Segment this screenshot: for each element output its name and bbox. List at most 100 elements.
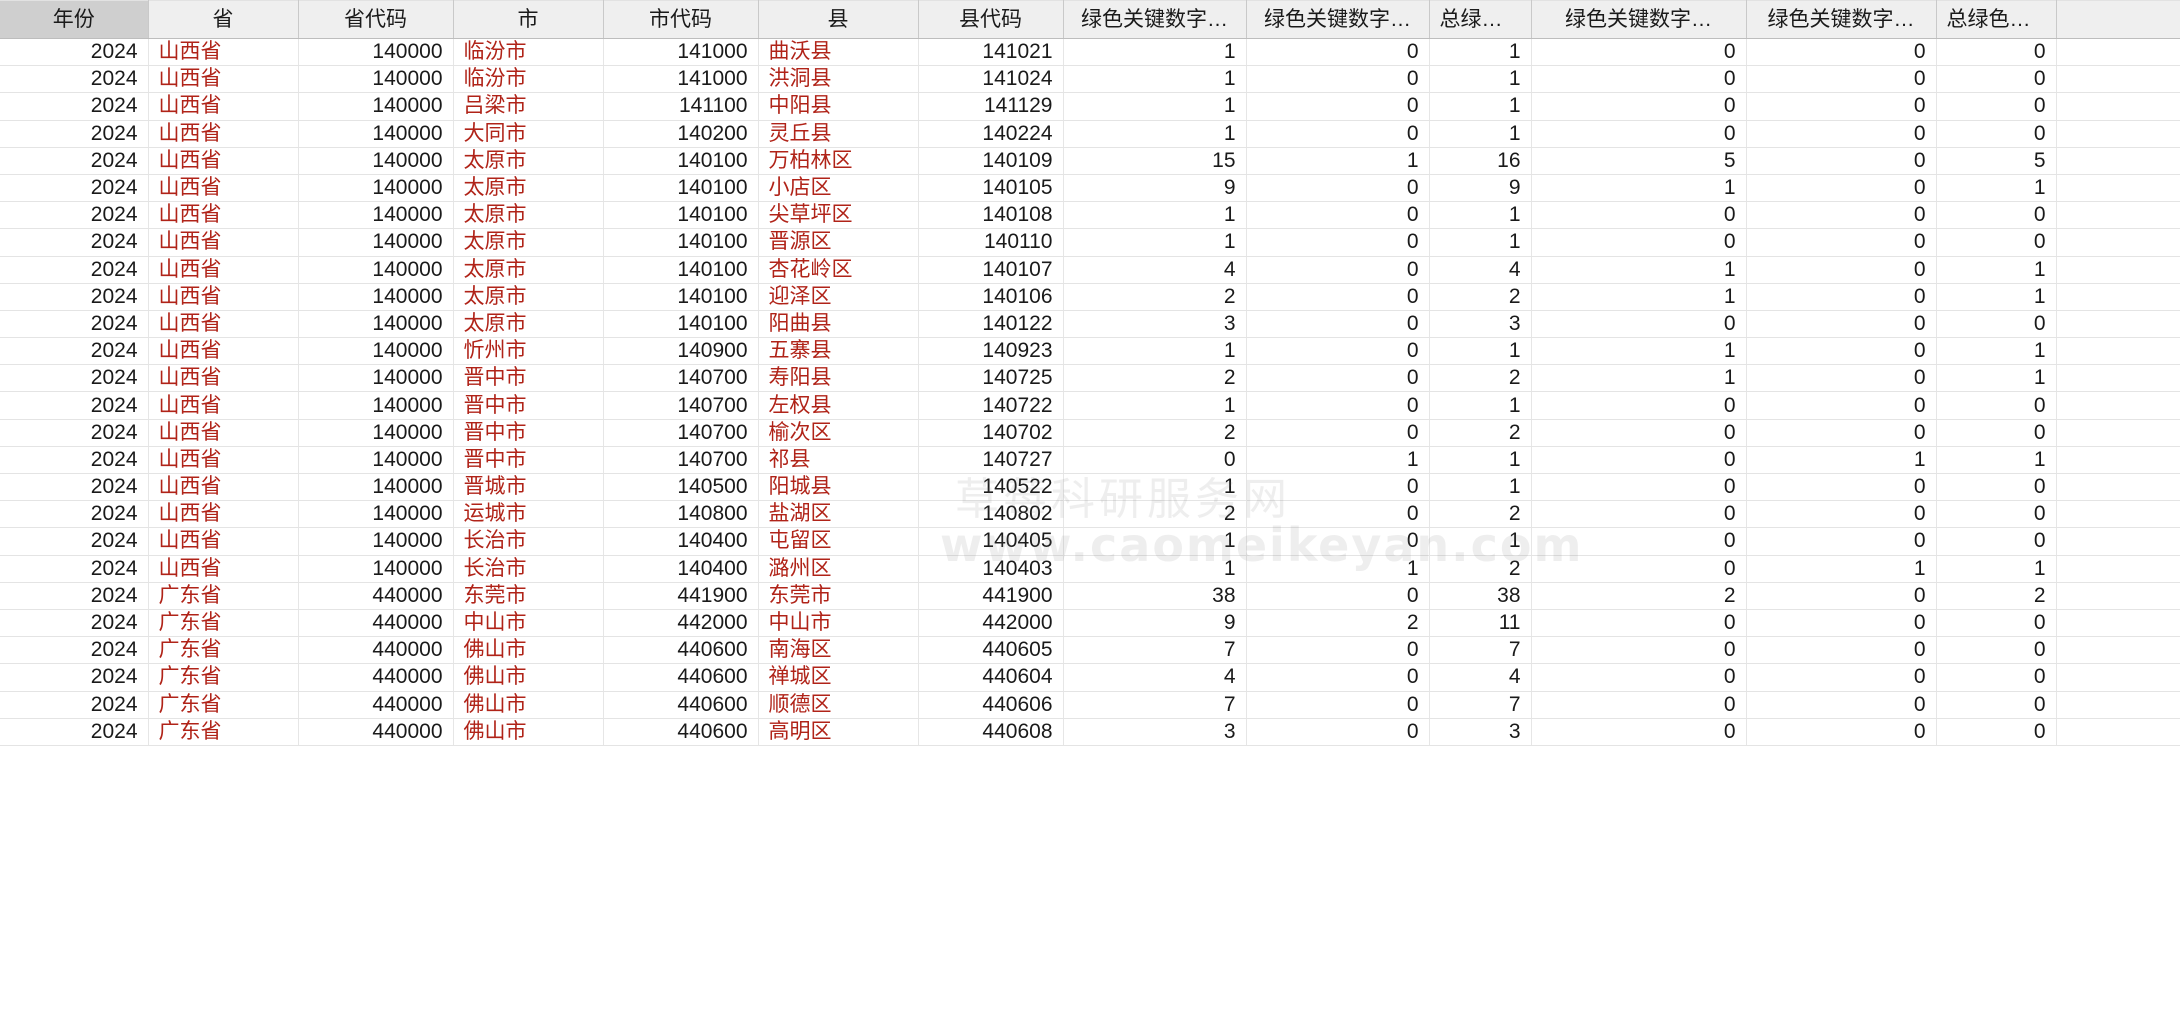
cell-city[interactable]: 太原市: [453, 174, 604, 203]
cell-n3[interactable]: 7: [1429, 691, 1532, 719]
cell-city_code[interactable]: 141000: [603, 38, 759, 67]
cell-n4[interactable]: 0: [1531, 92, 1747, 121]
cell-city[interactable]: 中山市: [453, 609, 604, 638]
cell-n1[interactable]: 3: [1063, 718, 1247, 746]
cell-city[interactable]: 临汾市: [453, 38, 604, 67]
cell-city[interactable]: 太原市: [453, 228, 604, 257]
cell-n5[interactable]: 0: [1746, 38, 1937, 67]
cell-n5[interactable]: 0: [1746, 92, 1937, 121]
cell-n5[interactable]: 0: [1746, 582, 1937, 610]
cell-prov_code[interactable]: 140000: [298, 391, 454, 420]
cell-n6[interactable]: 0: [1936, 527, 2057, 556]
cell-county[interactable]: 祁县: [758, 446, 919, 475]
cell-county_code[interactable]: 140405: [918, 527, 1064, 556]
cell-province[interactable]: 广东省: [148, 663, 299, 692]
cell-n4[interactable]: 0: [1531, 691, 1747, 719]
cell-n6[interactable]: 0: [1936, 120, 2057, 148]
cell-county_code[interactable]: 141024: [918, 65, 1064, 94]
cell-province[interactable]: 广东省: [148, 582, 299, 610]
cell-n5[interactable]: 0: [1746, 473, 1937, 502]
table-row[interactable]: 2024 山西省 140000 太原市 140100 迎泽区 140106 2 0 2 1 0 1: [0, 283, 2180, 311]
cell-county_code[interactable]: 140802: [918, 500, 1064, 529]
cell-year[interactable]: 2024: [0, 92, 149, 121]
cell-n1[interactable]: 4: [1063, 663, 1247, 692]
cell-n6[interactable]: 0: [1936, 92, 2057, 121]
cell-n3[interactable]: 1: [1429, 337, 1532, 366]
cell-n3[interactable]: 1: [1429, 473, 1532, 502]
cell-county[interactable]: 中山市: [758, 609, 919, 638]
table-row[interactable]: 2024 山西省 140000 太原市 140100 阳曲县 140122 3 0 3 0 0 0: [0, 310, 2180, 339]
cell-n2[interactable]: 0: [1246, 582, 1430, 610]
cell-county[interactable]: 屯留区: [758, 527, 919, 556]
cell-n4[interactable]: 0: [1531, 120, 1747, 148]
table-row[interactable]: 2024 广东省 440000 佛山市 440600 南海区 440605 7 0 7 0 0 0: [0, 636, 2180, 665]
cell-n4[interactable]: 0: [1531, 228, 1747, 257]
cell-year[interactable]: 2024: [0, 364, 149, 393]
cell-prov_code[interactable]: 440000: [298, 691, 454, 719]
table-row[interactable]: 2024 山西省 140000 大同市 140200 灵丘县 140224 1 0 1 0 0 0: [0, 120, 2180, 148]
cell-county[interactable]: 高明区: [758, 718, 919, 746]
cell-county[interactable]: 晋源区: [758, 228, 919, 257]
cell-province[interactable]: 山西省: [148, 228, 299, 257]
cell-county[interactable]: 中阳县: [758, 92, 919, 121]
cell-county[interactable]: 顺德区: [758, 691, 919, 719]
table-row[interactable]: 2024 山西省 140000 长治市 140400 潞州区 140403 1 1 2 0 1 1: [0, 555, 2180, 583]
cell-prov_code[interactable]: 140000: [298, 256, 454, 284]
table-row[interactable]: 2024 山西省 140000 晋中市 140700 榆次区 140702 2 0 2 0 0 0: [0, 419, 2180, 447]
cell-n2[interactable]: 1: [1246, 555, 1430, 583]
cell-county[interactable]: 阳曲县: [758, 310, 919, 339]
cell-county_code[interactable]: 140522: [918, 473, 1064, 502]
cell-city_code[interactable]: 140100: [603, 310, 759, 339]
cell-province[interactable]: 山西省: [148, 174, 299, 203]
cell-county_code[interactable]: 140224: [918, 120, 1064, 148]
cell-city_code[interactable]: 140200: [603, 120, 759, 148]
cell-province[interactable]: 山西省: [148, 201, 299, 230]
cell-city_code[interactable]: 140100: [603, 283, 759, 311]
cell-county[interactable]: 阳城县: [758, 473, 919, 502]
table-row[interactable]: 2024 山西省 140000 吕梁市 141100 中阳县 141129 1 0 1 0 0 0: [0, 92, 2180, 121]
cell-n4[interactable]: 0: [1531, 446, 1747, 475]
cell-city_code[interactable]: 140400: [603, 527, 759, 556]
cell-n6[interactable]: 0: [1936, 609, 2057, 638]
table-row[interactable]: 2024 山西省 140000 晋中市 140700 祁县 140727 0 1 1 0 1 1: [0, 446, 2180, 475]
cell-county[interactable]: 尖草坪区: [758, 201, 919, 230]
cell-city_code[interactable]: 140700: [603, 446, 759, 475]
cell-province[interactable]: 山西省: [148, 446, 299, 475]
cell-n4[interactable]: 0: [1531, 38, 1747, 67]
cell-city_code[interactable]: 440600: [603, 718, 759, 746]
cell-city[interactable]: 临汾市: [453, 65, 604, 94]
cell-n1[interactable]: 1: [1063, 228, 1247, 257]
cell-year[interactable]: 2024: [0, 201, 149, 230]
cell-city_code[interactable]: 140700: [603, 364, 759, 393]
cell-year[interactable]: 2024: [0, 256, 149, 284]
cell-n1[interactable]: 7: [1063, 636, 1247, 665]
cell-prov_code[interactable]: 140000: [298, 92, 454, 121]
table-row[interactable]: 2024 山西省 140000 长治市 140400 屯留区 140405 1 0 1 0 0 0: [0, 527, 2180, 556]
cell-n3[interactable]: 2: [1429, 500, 1532, 529]
cell-n5[interactable]: 0: [1746, 174, 1937, 203]
cell-n5[interactable]: 0: [1746, 663, 1937, 692]
cell-county_code[interactable]: 140722: [918, 391, 1064, 420]
cell-city_code[interactable]: 140100: [603, 174, 759, 203]
cell-n3[interactable]: 9: [1429, 174, 1532, 203]
cell-n4[interactable]: 2: [1531, 582, 1747, 610]
cell-n2[interactable]: 0: [1246, 364, 1430, 393]
cell-n6[interactable]: 1: [1936, 364, 2057, 393]
column-header-green-keyword-4[interactable]: 绿色关键数字…: [1746, 0, 1937, 39]
cell-n4[interactable]: 0: [1531, 555, 1747, 583]
cell-city_code[interactable]: 440600: [603, 663, 759, 692]
cell-n6[interactable]: 0: [1936, 500, 2057, 529]
cell-n2[interactable]: 0: [1246, 120, 1430, 148]
cell-county[interactable]: 榆次区: [758, 419, 919, 447]
cell-n6[interactable]: 0: [1936, 718, 2057, 746]
cell-county_code[interactable]: 141129: [918, 92, 1064, 121]
cell-n1[interactable]: 2: [1063, 364, 1247, 393]
cell-county[interactable]: 曲沃县: [758, 38, 919, 67]
cell-city[interactable]: 长治市: [453, 527, 604, 556]
cell-n1[interactable]: 2: [1063, 419, 1247, 447]
cell-n1[interactable]: 7: [1063, 691, 1247, 719]
cell-n6[interactable]: 0: [1936, 419, 2057, 447]
cell-prov_code[interactable]: 140000: [298, 201, 454, 230]
cell-n5[interactable]: 0: [1746, 147, 1937, 175]
table-row[interactable]: 2024 广东省 440000 佛山市 440600 高明区 440608 3 0 3 0 0 0: [0, 718, 2180, 746]
